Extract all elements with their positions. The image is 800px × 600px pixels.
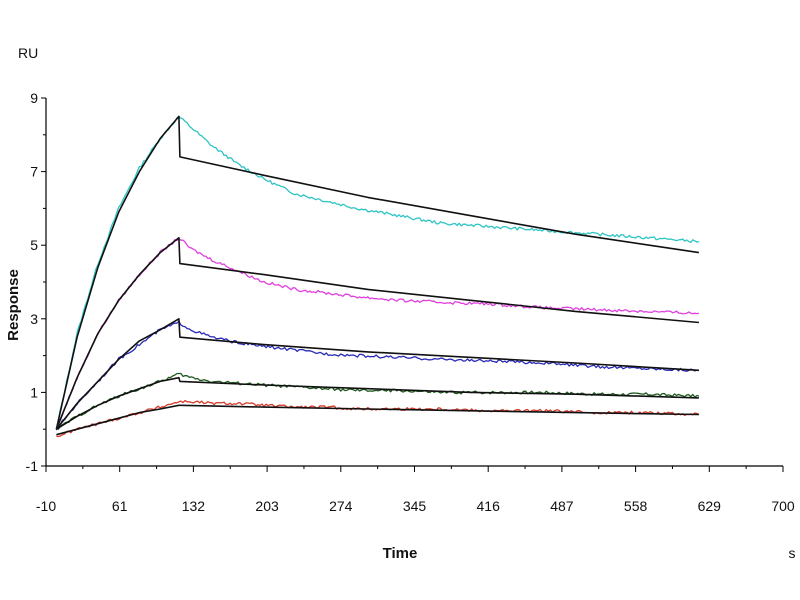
x-tick-label: 61 bbox=[112, 498, 128, 514]
ticks: -1 1 3 5 7 9 -10 61 132 203 274 345 416 487 558 629 700 bbox=[26, 90, 795, 514]
x-tick-label: 345 bbox=[403, 498, 427, 514]
x-tick-label: 487 bbox=[550, 498, 574, 514]
axes bbox=[45, 98, 783, 467]
x-tick-label: -10 bbox=[36, 498, 56, 514]
y-tick-label: 7 bbox=[30, 164, 38, 180]
x-tick-label: 629 bbox=[698, 498, 722, 514]
y-tick-label: -1 bbox=[26, 458, 39, 474]
fit-curve-line bbox=[55, 115, 700, 430]
y-axis-title: Response bbox=[5, 269, 22, 341]
x-tick-label: 558 bbox=[624, 498, 648, 514]
x-tick-label: 132 bbox=[182, 498, 206, 514]
y-tick-label: 5 bbox=[30, 237, 38, 253]
x-unit-label: s bbox=[789, 545, 796, 561]
x-tick-label: 274 bbox=[329, 498, 353, 514]
x-axis-title: Time bbox=[383, 545, 418, 562]
fit-curve-line bbox=[55, 237, 699, 430]
series-layer bbox=[55, 115, 700, 438]
fit-curve-line bbox=[56, 404, 699, 436]
fit-curve-line bbox=[55, 376, 699, 430]
measured-curve-line bbox=[56, 372, 700, 430]
y-tick-label: 9 bbox=[30, 90, 38, 106]
x-tick-label: 416 bbox=[477, 498, 501, 514]
y-unit-label: RU bbox=[18, 45, 38, 61]
y-tick-label: 3 bbox=[30, 311, 38, 327]
measured-curve-line bbox=[55, 115, 700, 429]
y-tick-label: 1 bbox=[30, 384, 38, 400]
fit-curve-line bbox=[55, 317, 699, 430]
x-tick-label: 203 bbox=[255, 498, 279, 514]
measured-curve-line bbox=[56, 399, 700, 438]
x-tick-label: 700 bbox=[771, 498, 795, 514]
